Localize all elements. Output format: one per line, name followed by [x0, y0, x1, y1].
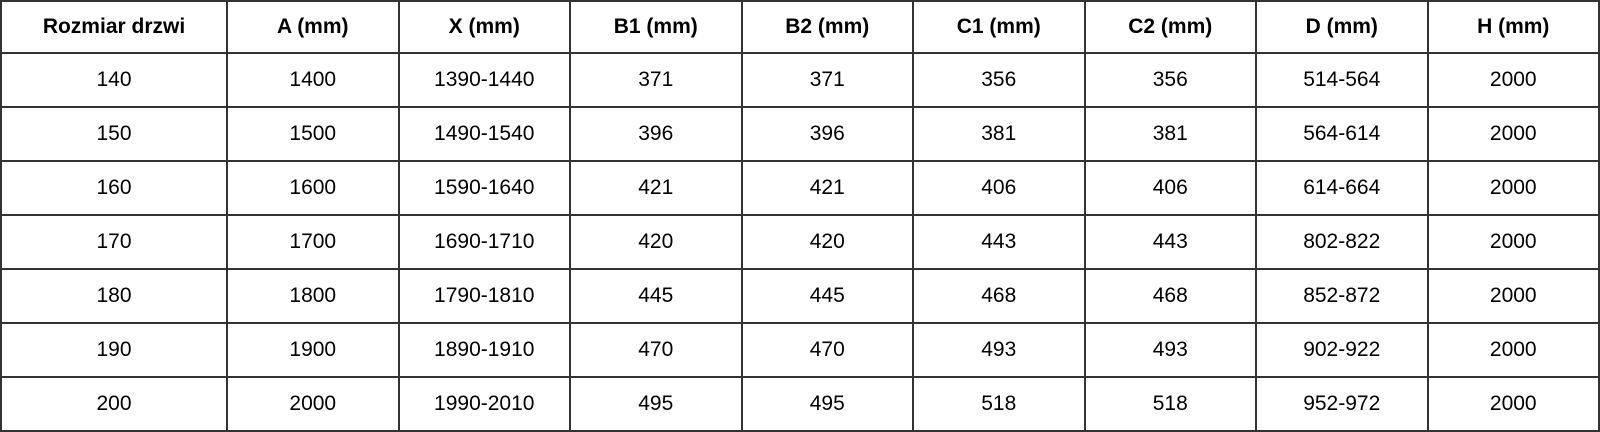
table-cell: 420 — [569, 214, 743, 270]
table-cell: 1800 — [226, 268, 400, 324]
table-cell: 2000 — [1426, 52, 1600, 108]
table-cell: 443 — [1083, 214, 1257, 270]
table-cell: 1400 — [226, 52, 400, 108]
table-cell: 371 — [569, 52, 743, 108]
table-cell: 160 — [0, 160, 228, 216]
table-row: 200 2000 1990-2010 495 495 518 518 952-972 2000 — [0, 376, 1600, 432]
table-cell: 2000 — [1426, 268, 1600, 324]
table-cell: 2000 — [1426, 322, 1600, 378]
table-cell: 468 — [912, 268, 1086, 324]
table-row: 190 1900 1890-1910 470 470 493 493 902-922 2000 — [0, 322, 1600, 378]
column-header: B1 (mm) — [569, 0, 743, 54]
table-cell: 1600 — [226, 160, 400, 216]
table-cell: 470 — [569, 322, 743, 378]
column-header: C2 (mm) — [1083, 0, 1257, 54]
table-row: 150 1500 1490-1540 396 396 381 381 564-614 2000 — [0, 106, 1600, 162]
table-cell: 420 — [740, 214, 914, 270]
table-cell: 371 — [740, 52, 914, 108]
table-cell: 180 — [0, 268, 228, 324]
table-cell: 518 — [1083, 376, 1257, 432]
table-cell: 381 — [912, 106, 1086, 162]
table-cell: 190 — [0, 322, 228, 378]
column-header: D (mm) — [1255, 0, 1429, 54]
table-cell: 1690-1710 — [397, 214, 571, 270]
table-cell: 1590-1640 — [397, 160, 571, 216]
column-header: X (mm) — [397, 0, 571, 54]
column-header: B2 (mm) — [740, 0, 914, 54]
table-cell: 852-872 — [1255, 268, 1429, 324]
table-cell: 493 — [912, 322, 1086, 378]
table-cell: 1390-1440 — [397, 52, 571, 108]
table-cell: 445 — [740, 268, 914, 324]
table-cell: 421 — [740, 160, 914, 216]
table-cell: 495 — [740, 376, 914, 432]
table-cell: 802-822 — [1255, 214, 1429, 270]
table-cell: 468 — [1083, 268, 1257, 324]
table-cell: 495 — [569, 376, 743, 432]
table-cell: 2000 — [226, 376, 400, 432]
table-cell: 470 — [740, 322, 914, 378]
table-cell: 1700 — [226, 214, 400, 270]
table-cell: 381 — [1083, 106, 1257, 162]
table-cell: 564-614 — [1255, 106, 1429, 162]
table-row: 140 1400 1390-1440 371 371 356 356 514-564 2000 — [0, 52, 1600, 108]
table-cell: 902-922 — [1255, 322, 1429, 378]
table-cell: 443 — [912, 214, 1086, 270]
column-header: A (mm) — [226, 0, 400, 54]
table-cell: 200 — [0, 376, 228, 432]
table-cell: 356 — [1083, 52, 1257, 108]
table-row: 170 1700 1690-1710 420 420 443 443 802-822 2000 — [0, 214, 1600, 270]
table-cell: 406 — [1083, 160, 1257, 216]
table-cell: 1790-1810 — [397, 268, 571, 324]
table-cell: 2000 — [1426, 106, 1600, 162]
table-cell: 1490-1540 — [397, 106, 571, 162]
table-cell: 2000 — [1426, 214, 1600, 270]
table-cell: 356 — [912, 52, 1086, 108]
table-row: 160 1600 1590-1640 421 421 406 406 614-664 2000 — [0, 160, 1600, 216]
header-row: Rozmiar drzwi A (mm) X (mm) B1 (mm) B2 (mm) C… — [0, 0, 1600, 54]
table-cell: 493 — [1083, 322, 1257, 378]
table-cell: 421 — [569, 160, 743, 216]
column-header: H (mm) — [1426, 0, 1600, 54]
table-cell: 140 — [0, 52, 228, 108]
table-cell: 518 — [912, 376, 1086, 432]
table-cell: 952-972 — [1255, 376, 1429, 432]
table-cell: 1500 — [226, 106, 400, 162]
table-cell: 396 — [740, 106, 914, 162]
table-cell: 614-664 — [1255, 160, 1429, 216]
table-cell: 514-564 — [1255, 52, 1429, 108]
table-cell: 396 — [569, 106, 743, 162]
table-cell: 150 — [0, 106, 228, 162]
table-row: 180 1800 1790-1810 445 445 468 468 852-872 2000 — [0, 268, 1600, 324]
table-cell: 1900 — [226, 322, 400, 378]
table-cell: 2000 — [1426, 376, 1600, 432]
column-header: Rozmiar drzwi — [0, 0, 228, 54]
table-cell: 1990-2010 — [397, 376, 571, 432]
table-cell: 445 — [569, 268, 743, 324]
table-cell: 406 — [912, 160, 1086, 216]
table-cell: 2000 — [1426, 160, 1600, 216]
table-cell: 170 — [0, 214, 228, 270]
column-header: C1 (mm) — [912, 0, 1086, 54]
table-cell: 1890-1910 — [397, 322, 571, 378]
